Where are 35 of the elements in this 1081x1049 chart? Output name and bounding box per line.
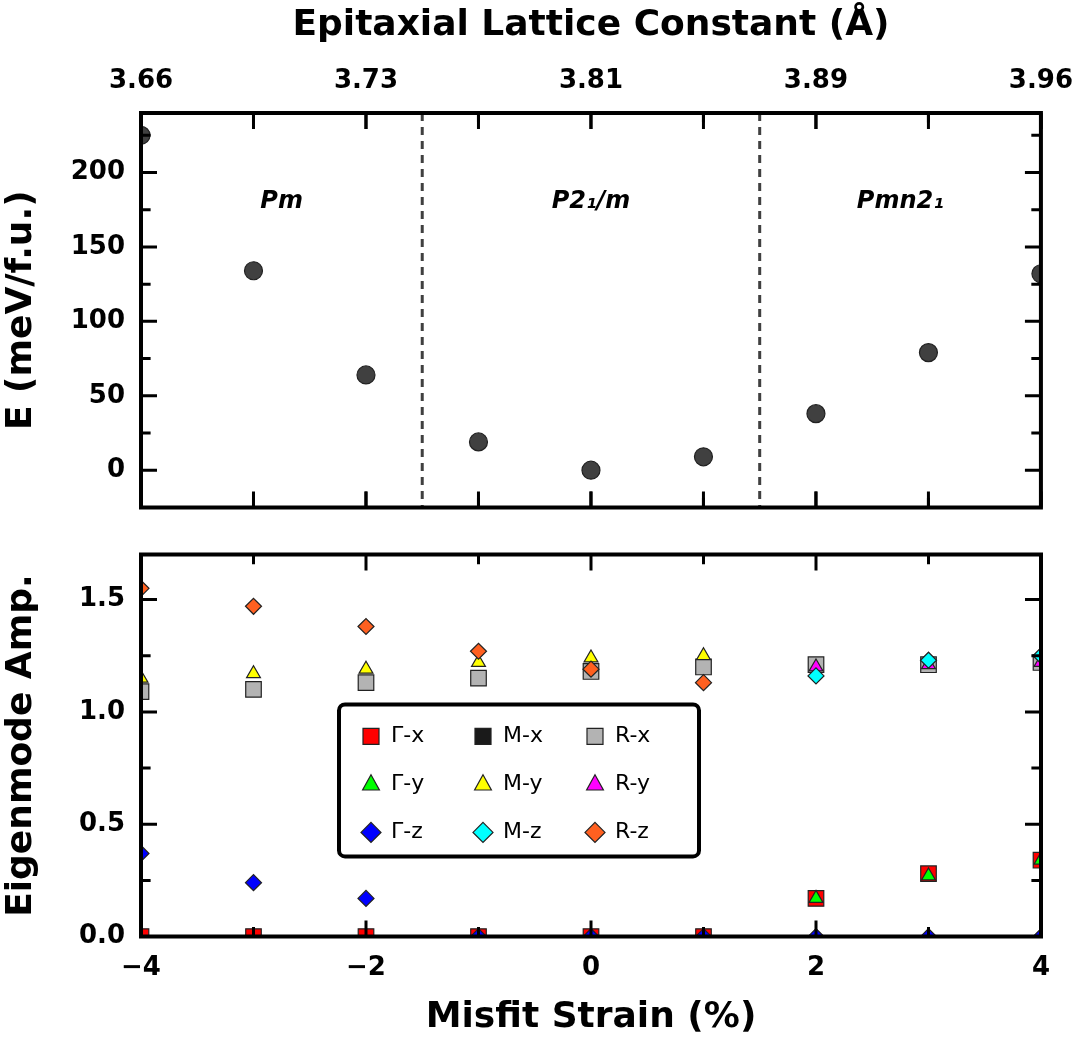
y-tick-label: 1.0 xyxy=(78,694,125,725)
x-tick-label: 0 xyxy=(581,950,601,981)
y-tick-label: 0.0 xyxy=(78,919,125,950)
annotation: P2₁/m xyxy=(551,186,631,215)
x2-tick-label: 3.66 xyxy=(108,64,174,95)
y-tick-label: 100 xyxy=(70,304,125,335)
y-tick-label: 0.5 xyxy=(78,807,125,837)
annotation: Pm xyxy=(260,186,303,215)
x-axis-title: Misfit Strain (%) xyxy=(425,993,757,1035)
x2-axis-title: Epitaxial Lattice Constant (Å) xyxy=(292,1,890,43)
y-tick-label: 0 xyxy=(106,452,125,483)
x2-tick-label: 3.73 xyxy=(333,64,399,95)
x2-tick-label: 3.89 xyxy=(783,64,849,95)
x2-tick-label: 3.81 xyxy=(558,64,624,95)
legend-label: R-y xyxy=(615,770,650,796)
x-tick-label: 2 xyxy=(806,950,826,981)
y-axis-title: Eigenmode Amp. xyxy=(0,574,39,917)
legend-label: R-x xyxy=(615,722,651,748)
y-tick-label: 150 xyxy=(70,229,125,260)
x-tick-label: −2 xyxy=(346,950,386,981)
legend-label: Γ-x xyxy=(391,722,425,748)
y-tick-label: 1.5 xyxy=(78,582,125,613)
x-tick-label: −4 xyxy=(121,950,161,981)
y-tick-label: 200 xyxy=(70,155,125,186)
y-axis-title: E (meV/f.u.) xyxy=(0,190,39,431)
legend-label: Γ-y xyxy=(391,770,425,796)
legend-label: Γ-z xyxy=(391,818,423,844)
legend-label: M-y xyxy=(503,770,543,796)
legend-label: R-z xyxy=(615,818,649,844)
x2-tick-label: 3.96 xyxy=(1008,64,1073,95)
legend-label: M-x xyxy=(503,722,543,748)
annotation: Pmn2₁ xyxy=(856,186,944,215)
legend-label: M-z xyxy=(503,818,542,844)
y-tick-label: 50 xyxy=(88,378,125,409)
x-tick-label: 4 xyxy=(1031,950,1051,981)
